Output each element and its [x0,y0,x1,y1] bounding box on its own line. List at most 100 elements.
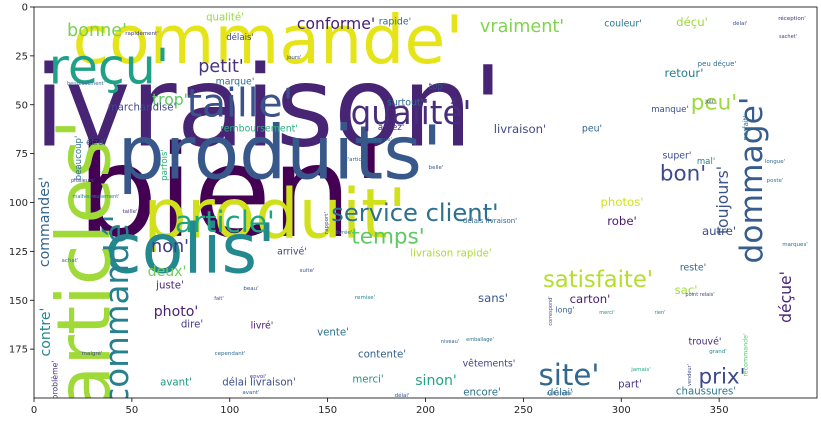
word-43: autre' [702,224,736,238]
x-tick-label-6: 300 [612,405,631,416]
word-52: merci' [352,375,383,386]
word-71: mal' [697,157,715,167]
word-32: déçue' [777,271,795,323]
y-tick-label-4: 100 [9,198,28,209]
word-106: suite' [300,268,315,274]
word-116: niveau' [441,339,459,345]
word-64: surtout' [387,98,423,109]
word-49: livré' [251,321,274,332]
word-41: photos' [600,195,643,209]
word-74: beaucoup' [74,136,84,181]
word-67: peu' [582,124,602,135]
word-15: prix' [698,365,745,390]
word-30: photo' [154,304,199,320]
word-61: trouvé' [689,337,722,348]
word-55: avant' [160,378,192,389]
word-101: beau' [243,286,258,292]
word-89: marques' [782,242,808,248]
word-68: top' [429,82,445,92]
word-13: satisfaite' [543,267,653,293]
y-tick-label-6: 150 [9,296,28,307]
word-112: point relais' [685,292,714,298]
word-96: longue' [765,159,785,165]
word-84: délai' [733,20,748,27]
word-119: fait' [214,296,224,302]
y-axis: 0 25 50 75 100 125 150 175 [9,3,34,356]
word-95: belle' [429,165,444,171]
word-100: joli' [704,99,714,105]
word-69: manque' [651,105,689,115]
word-54: délai livraison' [222,377,296,389]
word-48: dire' [181,320,203,331]
word-14: site' [539,358,600,392]
word-77: peu déçue' [698,60,737,68]
word-93: délai' [395,392,410,399]
word-115: vendeur' [687,364,693,386]
word-94: jamais' [630,367,651,373]
y-tick-label-7: 175 [9,345,28,356]
y-tick-label-2: 50 [15,100,28,111]
word-23: vraiment' [480,17,564,37]
word-39: couleur' [604,19,642,30]
word-97: l'article' [346,157,368,163]
word-42: robe' [607,214,637,228]
x-tick-label-2: 100 [220,405,239,416]
y-tick-label-1: 25 [15,51,28,62]
word-10: article' [175,205,275,239]
word-29: contre' [38,308,54,357]
word-19: temps' [351,225,424,250]
y-tick-label-5: 125 [9,247,28,258]
word-36: livraison' [494,122,547,136]
word-3: produits' [118,110,443,197]
word-107: achat' [62,258,79,264]
word-62: marque' [216,77,255,88]
word-46: carton' [570,292,611,306]
plot-background [34,7,817,398]
y-tick-label-0: 0 [22,3,28,14]
word-5: colis' [104,211,276,290]
word-8: qualité' [351,94,472,132]
word-24: petit' [198,57,244,77]
word-40: retour' [665,66,704,80]
word-44: reste' [680,263,706,274]
word-111: sachet' [779,34,797,40]
word-26: marchandise' [108,103,177,114]
word-80: délais livraison' [463,217,517,225]
word-51: contente' [358,350,406,361]
word-109: plusieurs' [71,178,95,184]
word-25: trop' [152,91,188,109]
word-73: être' [86,137,106,148]
word-83: réception' [778,15,805,22]
word-27: commandes' [37,177,53,267]
word-11: service client' [331,199,498,227]
word-layer: commande'livraison'bien'produits'produit… [34,7,808,411]
word-78: parfait' [742,115,750,140]
word-28: deux' [148,264,187,280]
word-63: délais' [226,32,254,43]
word-82: rapidement' [125,31,158,37]
word-2: bien' [77,118,387,266]
x-tick-label-1: 50 [126,405,139,416]
word-98: poste' [767,178,784,184]
word-65: assez' [378,123,404,133]
word-6: reçu' [49,39,169,96]
word-18: bon' [660,162,706,187]
x-tick-label-0: 0 [31,405,37,416]
word-66: remboursement' [220,124,298,135]
word-38: rapide' [379,17,411,28]
word-47: juste' [155,281,184,292]
word-9: articles' [41,119,128,411]
y-tick-label-3: 75 [15,149,28,160]
word-102: livrée' [336,229,353,236]
word-99: manque' [368,137,392,143]
word-105: rapport' [324,212,330,234]
word-56: vêtements' [463,359,516,370]
word-50: vente' [317,328,349,339]
word-85: jours' [285,55,301,61]
x-tick-label-3: 150 [318,405,337,416]
word-35: sans' [478,291,508,305]
word-72: arrivé' [277,247,307,258]
word-108: heureusement' [67,81,105,87]
word-117: emballage' [466,337,494,343]
